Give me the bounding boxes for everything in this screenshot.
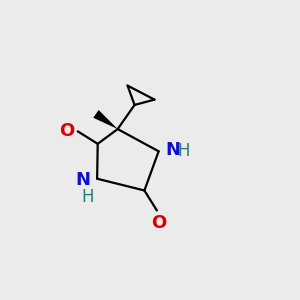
Text: O: O [151, 214, 166, 232]
Text: N: N [76, 171, 91, 189]
Text: H: H [178, 142, 190, 160]
Text: H: H [81, 188, 94, 206]
Text: O: O [59, 122, 74, 140]
Text: N: N [165, 141, 180, 159]
Polygon shape [93, 110, 118, 129]
